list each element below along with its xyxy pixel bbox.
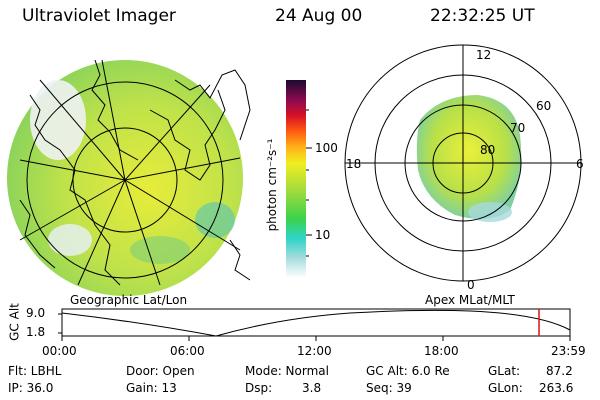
mlt-label-18: 18 xyxy=(346,157,361,171)
glon-value: 263.6 xyxy=(539,381,574,395)
door-status: Door: Open xyxy=(126,364,195,378)
timeline-tick-0: 00:00 xyxy=(42,344,77,358)
mode-status: Mode: Normal xyxy=(245,364,329,378)
lat-label-60: 60 xyxy=(536,99,551,113)
timeline-ymin: 1.8 xyxy=(26,325,46,339)
mlt-label-0: 0 xyxy=(467,278,475,292)
map-caption: Geographic Lat/Lon xyxy=(70,293,188,307)
gain-status: Gain: 13 xyxy=(126,381,177,395)
lat-label-70: 70 xyxy=(510,121,525,135)
mlt-label-12: 12 xyxy=(476,48,491,62)
geographic-map xyxy=(7,59,251,296)
lat-label-80: 80 xyxy=(480,143,495,157)
seq-status: Seq: 39 xyxy=(366,381,412,395)
timeline-ylabel: GC Alt xyxy=(7,303,22,341)
colorbar-tick-10: 10 xyxy=(315,228,331,242)
app-title: Ultraviolet Imager xyxy=(22,6,176,26)
polar-plot: 12 6 0 18 60 70 80 xyxy=(344,44,584,292)
date-label: 24 Aug 00 xyxy=(275,6,363,26)
polar-caption: Apex MLat/MLT xyxy=(425,293,515,307)
time-label: 22:32:25 UT xyxy=(430,6,535,26)
timeline-ymax: 9.0 xyxy=(26,306,46,320)
mlt-label-6: 6 xyxy=(576,157,584,171)
dsp-value: 3.8 xyxy=(302,381,322,395)
timeline-tick-1: 06:00 xyxy=(170,344,205,358)
filter-status: Flt: LBHL xyxy=(8,364,62,378)
timeline-tick-2: 12:00 xyxy=(297,344,332,358)
ip-status: IP: 36.0 xyxy=(8,381,54,395)
color-bar xyxy=(286,80,312,278)
gc-alt-status: GC Alt: 6.0 Re xyxy=(366,364,450,378)
colorbar-unit-label: photon cm⁻²s⁻¹ xyxy=(265,138,279,232)
altitude-timeline xyxy=(58,308,571,341)
glat-label: GLat: xyxy=(488,364,521,378)
timeline-tick-4: 23:59 xyxy=(551,344,586,358)
colorbar-tick-100: 100 xyxy=(315,141,338,155)
timeline-tick-3: 18:00 xyxy=(424,344,459,358)
dsp-label: Dsp: xyxy=(245,381,273,395)
glon-label: GLon: xyxy=(488,381,523,395)
glat-value: 87.2 xyxy=(546,364,573,378)
